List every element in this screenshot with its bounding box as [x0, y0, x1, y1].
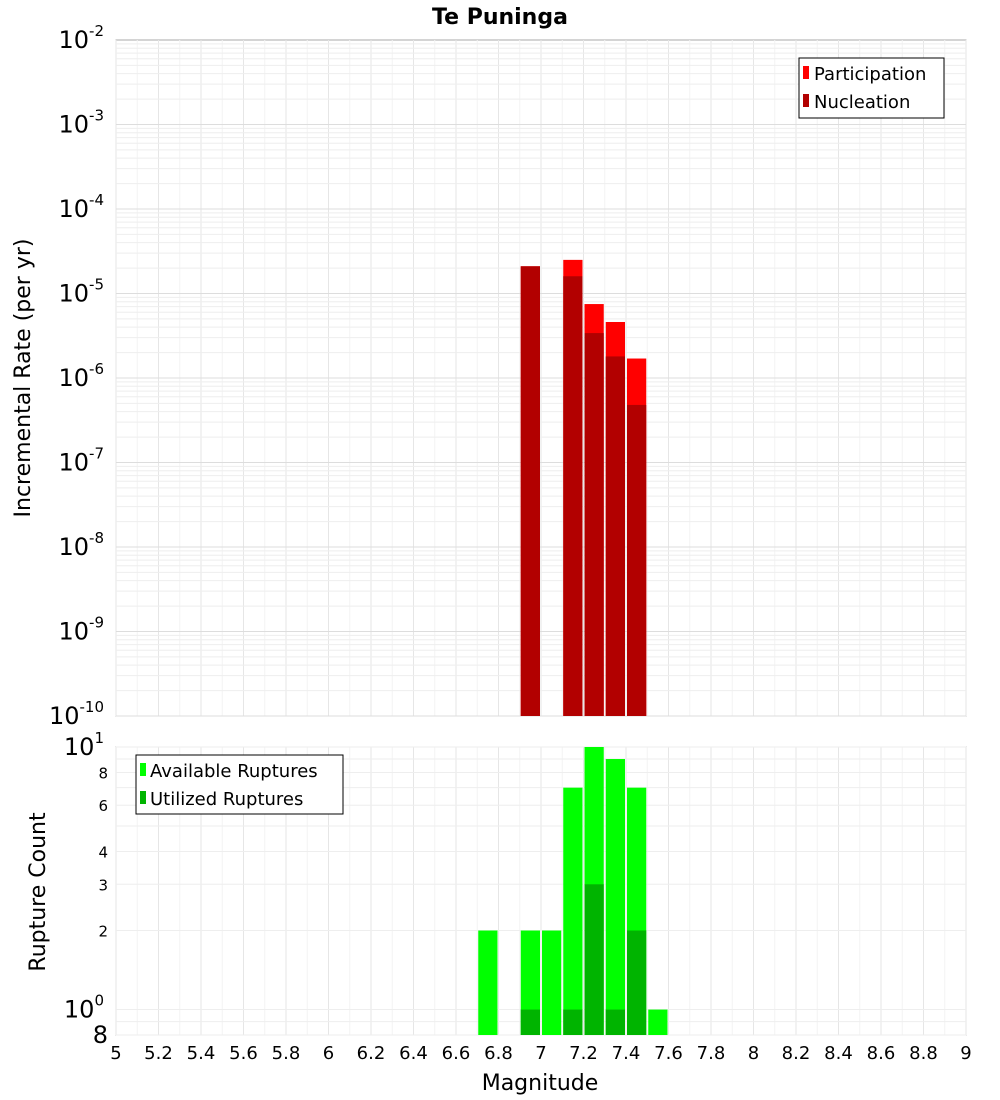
- legend-label-participation: Participation: [814, 64, 926, 85]
- x-tick-label: 9: [960, 1043, 971, 1064]
- count-bar-utilized: [605, 1009, 625, 1035]
- rate-bar-nucleation: [605, 356, 625, 716]
- count-bar-utilized: [520, 1009, 540, 1035]
- count-bar-available: [542, 930, 562, 1035]
- count-bar-available: [605, 759, 625, 1035]
- count-y-tick-label: 8: [93, 1021, 108, 1049]
- rate-y-tick-label: 10-6: [58, 360, 104, 392]
- rate-y-tick-label: 10-8: [58, 529, 104, 561]
- count-y-tick-label: 4: [98, 843, 108, 861]
- rate-y-tick-label: 10-10: [49, 698, 104, 730]
- count-bar-available: [563, 787, 583, 1035]
- x-tick-label: 7: [535, 1043, 546, 1064]
- x-tick-label: 8.8: [909, 1043, 938, 1064]
- rate-y-tick-label: 10-7: [58, 445, 104, 477]
- x-ticks: 5 5.2 5.4 5.6 5.8 6 6.2 6.4 6.6 6.8 7 7.2 7.4 7.6 7.8 8…: [110, 1043, 971, 1064]
- x-tick-label: 6: [323, 1043, 334, 1064]
- x-tick-label: 6.2: [357, 1043, 386, 1064]
- rate-y-axis-label: Incremental Rate (per yr): [11, 239, 36, 518]
- legend-label-available: Available Ruptures: [150, 761, 318, 782]
- rate-y-tick-label: 10-2: [58, 22, 104, 54]
- legend-swatch-utilized: [140, 791, 146, 804]
- rate-bar-nucleation: [627, 404, 647, 716]
- x-tick-label: 5.8: [272, 1043, 301, 1064]
- rate-bars: [520, 259, 647, 716]
- rate-legend-box: [798, 57, 945, 119]
- x-tick-label: 6.8: [484, 1043, 513, 1064]
- count-y-tick-label: 2: [98, 923, 108, 941]
- x-tick-label: 7.8: [697, 1043, 726, 1064]
- rate-panel: 10-2 10-3 10-4 10-5 10-6 10-7 10-8 10-9 10-10 In…: [11, 22, 967, 730]
- rate-bar-nucleation: [520, 266, 540, 716]
- x-tick-label: 6.6: [442, 1043, 471, 1064]
- rate-bar-nucleation: [584, 333, 604, 716]
- count-bar-utilized: [563, 1009, 583, 1035]
- x-tick-label: 7.4: [612, 1043, 641, 1064]
- count-bar-utilized: [627, 930, 647, 1035]
- x-tick-label: 8.4: [824, 1043, 853, 1064]
- count-y-tick-label: 6: [98, 797, 108, 815]
- x-tick-label: 7.2: [569, 1043, 598, 1064]
- chart-title: Te Puninga: [432, 5, 568, 30]
- rate-y-tick-label: 10-4: [58, 191, 104, 223]
- x-tick-label: 5.4: [187, 1043, 216, 1064]
- count-bar-utilized: [584, 884, 604, 1035]
- count-bar-available: [478, 930, 498, 1035]
- count-bars: [478, 747, 668, 1035]
- x-tick-label: 6.4: [399, 1043, 428, 1064]
- count-y-tick-label: 100: [64, 992, 104, 1024]
- count-bar-available: [648, 1009, 668, 1035]
- count-y-axis-label: Rupture Count: [26, 812, 51, 972]
- count-bar-available: [520, 930, 540, 1035]
- x-tick-label: 8.2: [782, 1043, 811, 1064]
- count-legend-box: [135, 754, 344, 815]
- x-tick-label: 8: [748, 1043, 759, 1064]
- count-y-tick-label: 8: [98, 764, 108, 782]
- rate-y-tick-label: 10-3: [58, 107, 104, 139]
- x-tick-label: 7.6: [654, 1043, 683, 1064]
- rate-y-tick-label: 10-5: [58, 276, 104, 308]
- legend-swatch-participation: [803, 66, 809, 79]
- legend-label-nucleation: Nucleation: [814, 92, 910, 113]
- x-axis-label: Magnitude: [482, 1071, 599, 1096]
- rate-y-ticks: 10-2 10-3 10-4 10-5 10-6 10-7 10-8 10-9 10-10: [49, 22, 104, 730]
- rate-y-tick-label: 10-9: [58, 614, 104, 646]
- rate-legend: Participation Nucleation: [798, 57, 945, 119]
- count-y-tick-label: 3: [98, 876, 108, 894]
- x-tick-label: 5.6: [229, 1043, 258, 1064]
- x-tick-label: 5: [110, 1043, 121, 1064]
- rate-bar-nucleation: [563, 276, 583, 716]
- count-y-tick-label: 101: [64, 729, 104, 761]
- x-tick-label: 5.2: [144, 1043, 173, 1064]
- count-legend: Available Ruptures Utilized Ruptures: [135, 754, 344, 815]
- rate-grid: [115, 40, 967, 717]
- legend-swatch-nucleation: [803, 94, 809, 107]
- x-tick-label: 8.6: [867, 1043, 896, 1064]
- legend-label-utilized: Utilized Ruptures: [150, 789, 303, 810]
- legend-swatch-available: [140, 763, 146, 776]
